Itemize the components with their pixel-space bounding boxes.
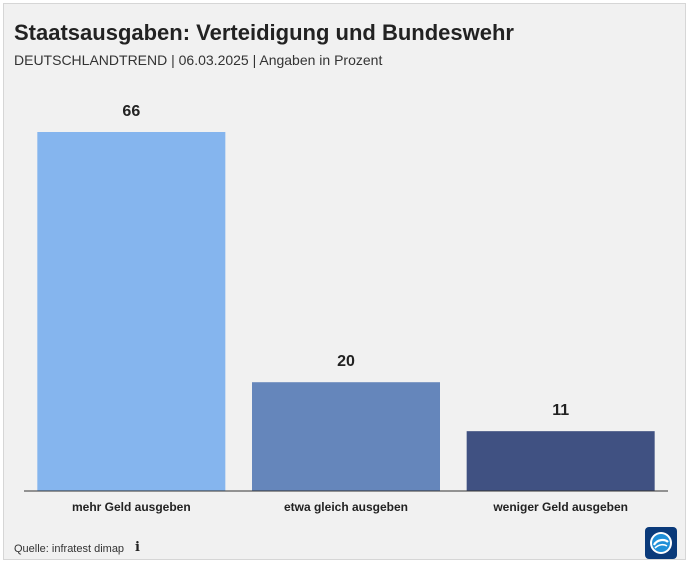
category-label-2: weniger Geld ausgeben [492,500,628,514]
bar-0[interactable] [37,132,226,491]
value-label-1: 20 [337,353,355,370]
category-label-0: mehr Geld ausgeben [72,500,191,514]
chart-card: Staatsausgaben: Verteidigung und Bundesw… [3,3,686,560]
info-icon[interactable]: i [135,540,140,555]
bar-1[interactable] [252,382,440,491]
category-label-1: etwa gleich ausgeben [284,500,408,514]
value-label-2: 11 [552,402,569,419]
bar-chart: 66 mehr Geld ausgeben 20 etwa gleich ausgeb… [24,103,668,514]
bar-2[interactable] [466,431,655,491]
tagesschau-logo-icon[interactable] [645,527,677,559]
source-text: Quelle: infratest dimap [14,543,125,555]
chart-subtitle: DEUTSCHLANDTREND | 06.03.2025 | Angaben … [14,52,383,68]
chart-title: Staatsausgaben: Verteidigung und Bundesw… [14,20,514,45]
value-label-0: 66 [122,103,140,120]
